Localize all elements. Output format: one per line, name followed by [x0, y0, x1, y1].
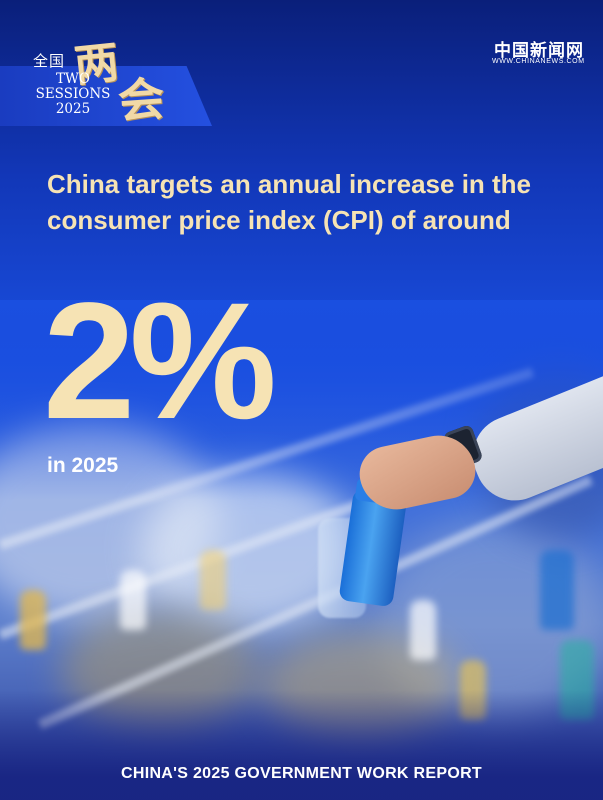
footer-title: CHINA'S 2025 GOVERNMENT WORK REPORT	[120, 765, 482, 782]
badge-line-1: TWO	[56, 71, 90, 87]
two-sessions-banner	[0, 66, 212, 126]
badge-hui: 会	[116, 71, 167, 129]
chinanews-url: WWW.CHINANEWS.COM	[492, 58, 585, 65]
cpi-target-value: 2%	[43, 269, 277, 454]
badge-quanguo: 全国	[33, 52, 66, 70]
badge-line-2: SESSIONS	[35, 86, 111, 102]
badge-line-3: 2025	[55, 101, 91, 117]
headline: China targets an annual increase in the …	[47, 169, 532, 235]
footer-gradient	[0, 690, 603, 800]
year-line: in 2025	[47, 454, 119, 477]
badge-text: TWO SESSIONS 2025	[29, 72, 117, 117]
chinanews-logo: 中国新闻网	[494, 41, 584, 61]
